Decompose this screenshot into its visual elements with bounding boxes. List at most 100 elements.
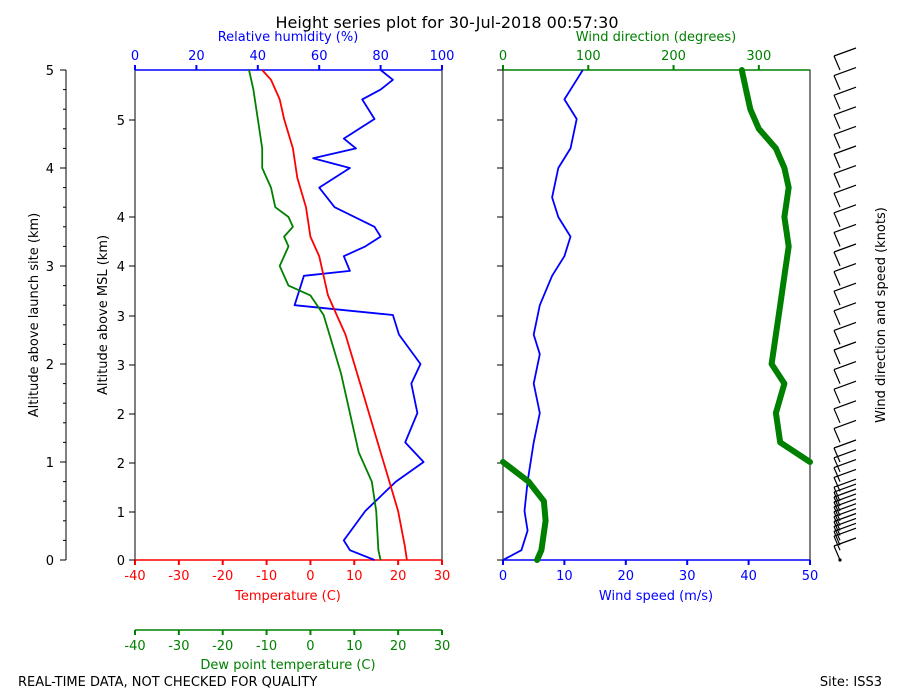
wind-barb-staff [833, 535, 841, 551]
msl-altitude-axis-title: Altitude above MSL (km) [96, 235, 111, 395]
dewpoint-tick-label: 30 [434, 639, 451, 654]
speed-tick-label: 0 [499, 569, 507, 584]
humidity-tick-label: 100 [430, 49, 455, 64]
wind-barbs [833, 47, 857, 562]
launch-altitude-tick-label: 2 [46, 358, 54, 373]
temperature-tick-label: -30 [168, 569, 189, 584]
wind-barb-staff [833, 501, 841, 517]
wind-barb-flag [833, 400, 857, 410]
temperature-line [261, 69, 408, 561]
wind-barb-flag [833, 165, 857, 175]
wind-barb-axis-title: Wind direction and speed (knots) [874, 207, 889, 423]
direction-tick-label: 300 [746, 49, 771, 64]
msl-altitude-tick-label: 3 [117, 359, 125, 374]
dewpoint-tick-label: 20 [390, 639, 407, 654]
wind-barb-staff [833, 212, 841, 228]
msl-altitude-tick-label: 2 [117, 408, 125, 423]
wind-barb-staff [833, 467, 841, 482]
humidity-tick-label: 60 [311, 49, 328, 64]
temperature-tick-label: 30 [434, 569, 451, 584]
thermo-panel-frame [134, 69, 443, 561]
wind-barb-staff [833, 521, 841, 536]
speed-tick-label: 20 [618, 569, 635, 584]
wind-barb-flag [833, 47, 857, 57]
humidity-tick-label: 40 [250, 49, 267, 64]
temperature-tick-label: 0 [306, 569, 314, 584]
msl-altitude-tick-label: 1 [117, 506, 125, 521]
wind-barb-staff [833, 477, 841, 492]
wind-barb-staff [833, 516, 841, 531]
wind-barb-staff [833, 173, 841, 188]
wind-barb-staff [833, 388, 841, 404]
humidity-tick-label: 20 [188, 49, 205, 64]
wind-barb-staff [833, 75, 841, 90]
temperature-tick-label: -20 [212, 569, 233, 584]
msl-altitude-tick-label: 2 [117, 457, 125, 472]
wind-direction-line [500, 459, 549, 563]
wind-barb-staff [833, 491, 841, 507]
dewpoint-tick-label: -10 [256, 639, 277, 654]
wind-barb-flag [833, 145, 857, 155]
msl-altitude-tick-label: 5 [117, 114, 125, 129]
temperature-tick-label: 20 [390, 569, 407, 584]
wind-panel-frame [502, 69, 811, 561]
wind-barb-staff [833, 506, 841, 522]
wind-barb-flag [833, 243, 857, 253]
wind-speed-axis-title: Wind speed (m/s) [599, 589, 713, 604]
wind-barb-staff [833, 531, 841, 546]
wind-barb-staff [833, 134, 841, 149]
speed-tick-label: 30 [679, 569, 696, 584]
wind-barb-flag [833, 419, 857, 429]
launch-altitude-axis-title: Altitude above launch site (km) [27, 213, 42, 417]
temperature-tick-label: -40 [124, 569, 145, 584]
wind-barb-flag [833, 302, 857, 312]
launch-altitude-tick-label: 1 [46, 456, 54, 471]
wind-barb-flag [833, 321, 857, 331]
speed-tick-label: 50 [802, 569, 819, 584]
wind-barb-staff [833, 94, 841, 110]
wind-barb-staff [833, 153, 841, 169]
wind-barb-staff [833, 251, 841, 267]
dewpoint-tick-label: 0 [306, 639, 314, 654]
wind-barb-flag [833, 86, 857, 96]
wind-barb-staff [833, 290, 841, 306]
direction-tick-label: 100 [576, 49, 601, 64]
wind-barb-staff [833, 55, 841, 71]
wind-barb-staff [833, 232, 841, 247]
humidity-tick-label: 80 [372, 49, 389, 64]
temperature-tick-label: -10 [256, 569, 277, 584]
quality-disclaimer: REAL-TIME DATA, NOT CHECKED FOR QUALITY [18, 675, 317, 690]
dewpoint-line [248, 69, 382, 561]
wind-barb-flag [833, 204, 857, 214]
wind-direction-axis-title: Wind direction (degrees) [576, 30, 736, 45]
wind-barb-staff [833, 408, 841, 424]
wind-barb-calm-dot [838, 558, 842, 562]
dewpoint-tick-label: 10 [346, 639, 363, 654]
temperature-tick-label: 10 [346, 569, 363, 584]
dewpoint-tick-label: -20 [212, 639, 233, 654]
wind-barb-flag [833, 263, 857, 273]
wind-barb-flag [833, 380, 857, 390]
wind-barb-staff [833, 369, 841, 384]
wind-barb-staff [833, 486, 841, 502]
msl-altitude-tick-label: 0 [117, 554, 125, 569]
launch-altitude-tick-label: 5 [46, 64, 54, 79]
site-label: Site: ISS3 [820, 675, 882, 690]
msl-altitude-tick-label: 4 [117, 211, 125, 226]
dewpoint-tick-label: -30 [168, 639, 189, 654]
dewpoint-axis-title: Dew point temperature (C) [200, 658, 375, 673]
wind-barb-staff [833, 271, 841, 286]
msl-altitude-tick-label: 4 [117, 260, 125, 275]
axis-ticks [60, 65, 811, 635]
series-lines [248, 67, 813, 563]
wind-barb-staff [833, 447, 841, 463]
wind-barb-flag [833, 483, 857, 493]
plot-title: Height series plot for 30-Jul-2018 00:57… [275, 13, 618, 32]
wind-barb-staff [833, 428, 841, 443]
wind-barb-staff [833, 349, 841, 365]
launch-altitude-tick-label: 3 [46, 260, 54, 275]
wind-barb-staff [833, 496, 841, 512]
wind-barb-staff [833, 330, 841, 345]
wind-barb-staff [833, 526, 841, 541]
direction-tick-label: 200 [661, 49, 686, 64]
